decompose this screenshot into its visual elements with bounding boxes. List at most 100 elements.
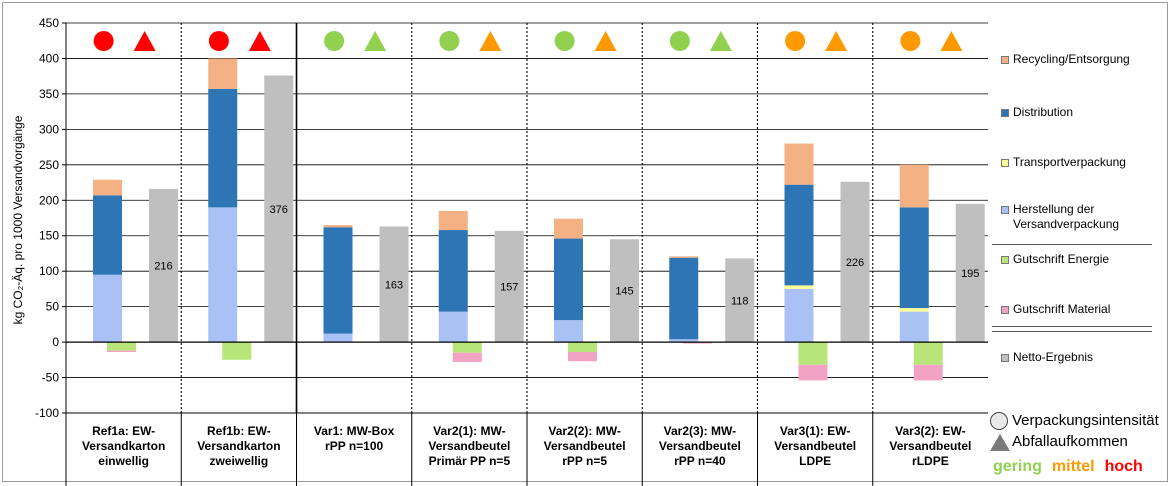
bar-segment [784, 285, 814, 289]
waste-indicator-icon [248, 31, 271, 51]
category-label: Var3(1): EW- Versandbeutel LDPE [774, 424, 857, 468]
category-label: Var2(1): MW- Versandbeutel Primär PP n=5 [428, 424, 511, 468]
bar-segment [899, 207, 929, 309]
waste-indicator-icon [594, 31, 617, 51]
legend-item: Gutschrift Material [1001, 302, 1110, 317]
y-tick-label: -50 [42, 371, 60, 385]
bar-segment [323, 333, 353, 343]
netto-bar [610, 239, 639, 343]
netto-data-label: 195 [961, 268, 979, 280]
category-label: Var1: MW-Box rPP n=100 [313, 424, 395, 453]
circle-key-icon [990, 412, 1008, 430]
y-axis-label: kg CO₂-Äq. pro 1000 Versandvorgänge [11, 115, 25, 324]
legend-label: Gutschrift Energie [1013, 252, 1110, 266]
legend-swatch [1001, 354, 1009, 362]
netto-bar [955, 203, 985, 343]
scale-gering: gering [993, 458, 1042, 475]
y-tick-label: 0 [52, 335, 59, 349]
circle-key-label: Verpackungsintensität [1012, 412, 1159, 429]
bar-segment [208, 58, 238, 89]
netto-data-label: 216 [154, 261, 172, 273]
bar-segment [323, 225, 353, 228]
legend-divider [992, 326, 1152, 327]
y-tick-label: 100 [39, 264, 59, 278]
y-tick-label: 250 [39, 158, 59, 172]
netto-data-label: 376 [270, 204, 288, 216]
indicator-row [93, 31, 963, 51]
netto-bar [494, 230, 524, 343]
category-label: Var2(2): MW- Versandbeutel rPP n=5 [543, 424, 626, 468]
legend-item: Gutschrift Energie [1001, 252, 1109, 267]
waste-indicator-icon [479, 31, 502, 51]
bar-segment [554, 218, 583, 239]
bar-segment [784, 184, 814, 286]
scale-key: gering mittel hoch [993, 458, 1153, 476]
netto-bar [379, 226, 409, 343]
category-label: Ref1b: EW- Versandkarton zweiwellig [197, 424, 281, 468]
legend-item: Herstellung der Versandverpackung [1001, 202, 1119, 232]
legend-item: Distribution [1001, 105, 1073, 120]
netto-data-label: 226 [846, 257, 864, 269]
bar-segment [208, 207, 238, 343]
bar-segment [93, 274, 122, 343]
bar-segment [784, 288, 814, 343]
legend-label: Herstellung der Versandverpackung [1013, 202, 1120, 231]
netto-data-label: 118 [731, 295, 749, 307]
bar-segment [323, 227, 353, 334]
waste-indicator-icon [133, 31, 156, 51]
netto-bar [840, 181, 870, 343]
legend-swatch [1001, 306, 1009, 314]
scale-hoch: hoch [1104, 458, 1143, 475]
waste-indicator-icon [364, 31, 387, 51]
bar-segment [784, 143, 814, 185]
legend-item: Transportverpackung [1001, 155, 1126, 170]
axes [65, 23, 988, 486]
legend-label: Transportverpackung [1013, 155, 1126, 169]
y-tick-label: 450 [39, 16, 59, 30]
legend-label: Distribution [1013, 105, 1074, 119]
legend-item: Netto-Ergebnis [1001, 350, 1093, 365]
y-axis-ticks: -100 -50 0 50 100 150 200 250 300 350 400 450 [35, 16, 66, 420]
legend-label: Netto-Ergebnis [1013, 350, 1094, 364]
intensity-indicator-icon [554, 31, 575, 51]
intensity-indicator-icon [208, 31, 229, 51]
waste-indicator-icon [825, 31, 848, 51]
bar-segment [899, 311, 929, 343]
intensity-indicator-icon [93, 31, 114, 51]
bar-segment [452, 352, 482, 362]
bar-segment [683, 342, 713, 344]
netto-bar [149, 188, 178, 343]
intensity-indicator-icon [785, 31, 806, 51]
bar-segment [798, 342, 828, 365]
bar-segment [452, 342, 482, 353]
intensity-indicator-icon [669, 31, 690, 51]
category-label: Var3(2): EW- Versandbeutel rLDPE [889, 424, 972, 468]
netto-bar [725, 258, 755, 343]
netto-data-label: 145 [615, 286, 633, 298]
y-tick-label: 300 [39, 122, 59, 136]
y-tick-label: 400 [39, 51, 59, 65]
legend-label: Gutschrift Material [1013, 302, 1111, 316]
bar-segment [93, 195, 122, 275]
bar-segment [568, 352, 597, 362]
bar-segment [899, 164, 929, 208]
legend-item: Recycling/Entsorgung [1001, 52, 1130, 67]
bar-segment [798, 364, 828, 381]
bar-segment [107, 342, 136, 351]
legend-swatch [1001, 109, 1009, 117]
bar-segment [107, 350, 136, 353]
y-tick-label: 150 [39, 229, 59, 243]
legend-swatch [1001, 256, 1009, 264]
scale-mittel: mittel [1051, 458, 1095, 475]
waste-indicator-icon [940, 31, 963, 51]
bar-segment [669, 256, 699, 258]
bar-segment [913, 342, 943, 365]
bar-segment [208, 88, 238, 208]
bar-segment [554, 238, 583, 321]
bar-segment [568, 342, 597, 353]
triangle-key-icon [990, 434, 1010, 451]
bar-segment [554, 320, 583, 343]
bar-segment [669, 339, 699, 343]
bar-segment [438, 230, 468, 312]
